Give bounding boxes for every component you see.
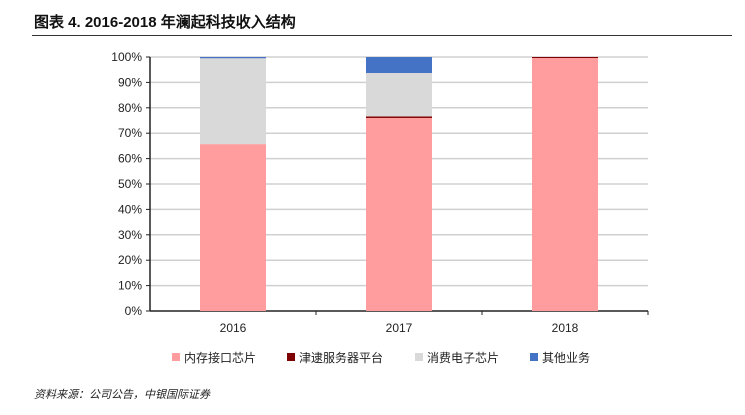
y-tick-label: 80% bbox=[118, 101, 142, 115]
chart-title: 图表 4. 2016-2018 年澜起科技收入结构 bbox=[34, 14, 296, 31]
legend-label: 内存接口芯片 bbox=[184, 350, 256, 365]
legend-label: 津逮服务器平台 bbox=[299, 350, 383, 365]
bar-segment bbox=[532, 57, 598, 59]
x-tick-label: 2018 bbox=[552, 321, 579, 335]
x-tick-label: 2017 bbox=[386, 321, 413, 335]
x-tick-label: 2016 bbox=[220, 321, 247, 335]
legend-label: 其他业务 bbox=[542, 350, 590, 365]
bar-segment bbox=[366, 117, 432, 312]
title-divider bbox=[32, 35, 732, 36]
legend-swatch bbox=[530, 353, 538, 361]
y-tick-label: 40% bbox=[118, 202, 142, 216]
bar-segment bbox=[200, 58, 266, 145]
bar-segment bbox=[366, 57, 432, 74]
y-tick-label: 0% bbox=[125, 304, 143, 318]
y-tick-label: 10% bbox=[118, 279, 142, 293]
bar-segment bbox=[532, 58, 598, 312]
y-tick-label: 90% bbox=[118, 75, 142, 89]
bar-segment bbox=[200, 144, 266, 311]
bar-segment bbox=[200, 57, 266, 59]
y-tick-label: 30% bbox=[118, 228, 142, 242]
legend-swatch bbox=[287, 353, 295, 361]
bar-segment bbox=[366, 116, 432, 118]
y-tick-label: 70% bbox=[118, 126, 142, 140]
y-tick-label: 20% bbox=[118, 253, 142, 267]
source-note: 资料来源：公司公告，中银国际证券 bbox=[34, 389, 210, 401]
bar-segment bbox=[366, 73, 432, 117]
legend-swatch bbox=[172, 353, 180, 361]
legend-label: 消费电子芯片 bbox=[427, 351, 499, 365]
y-tick-label: 100% bbox=[111, 50, 142, 64]
y-tick-label: 60% bbox=[118, 152, 142, 166]
legend-swatch bbox=[415, 353, 423, 361]
y-tick-label: 50% bbox=[118, 177, 142, 191]
